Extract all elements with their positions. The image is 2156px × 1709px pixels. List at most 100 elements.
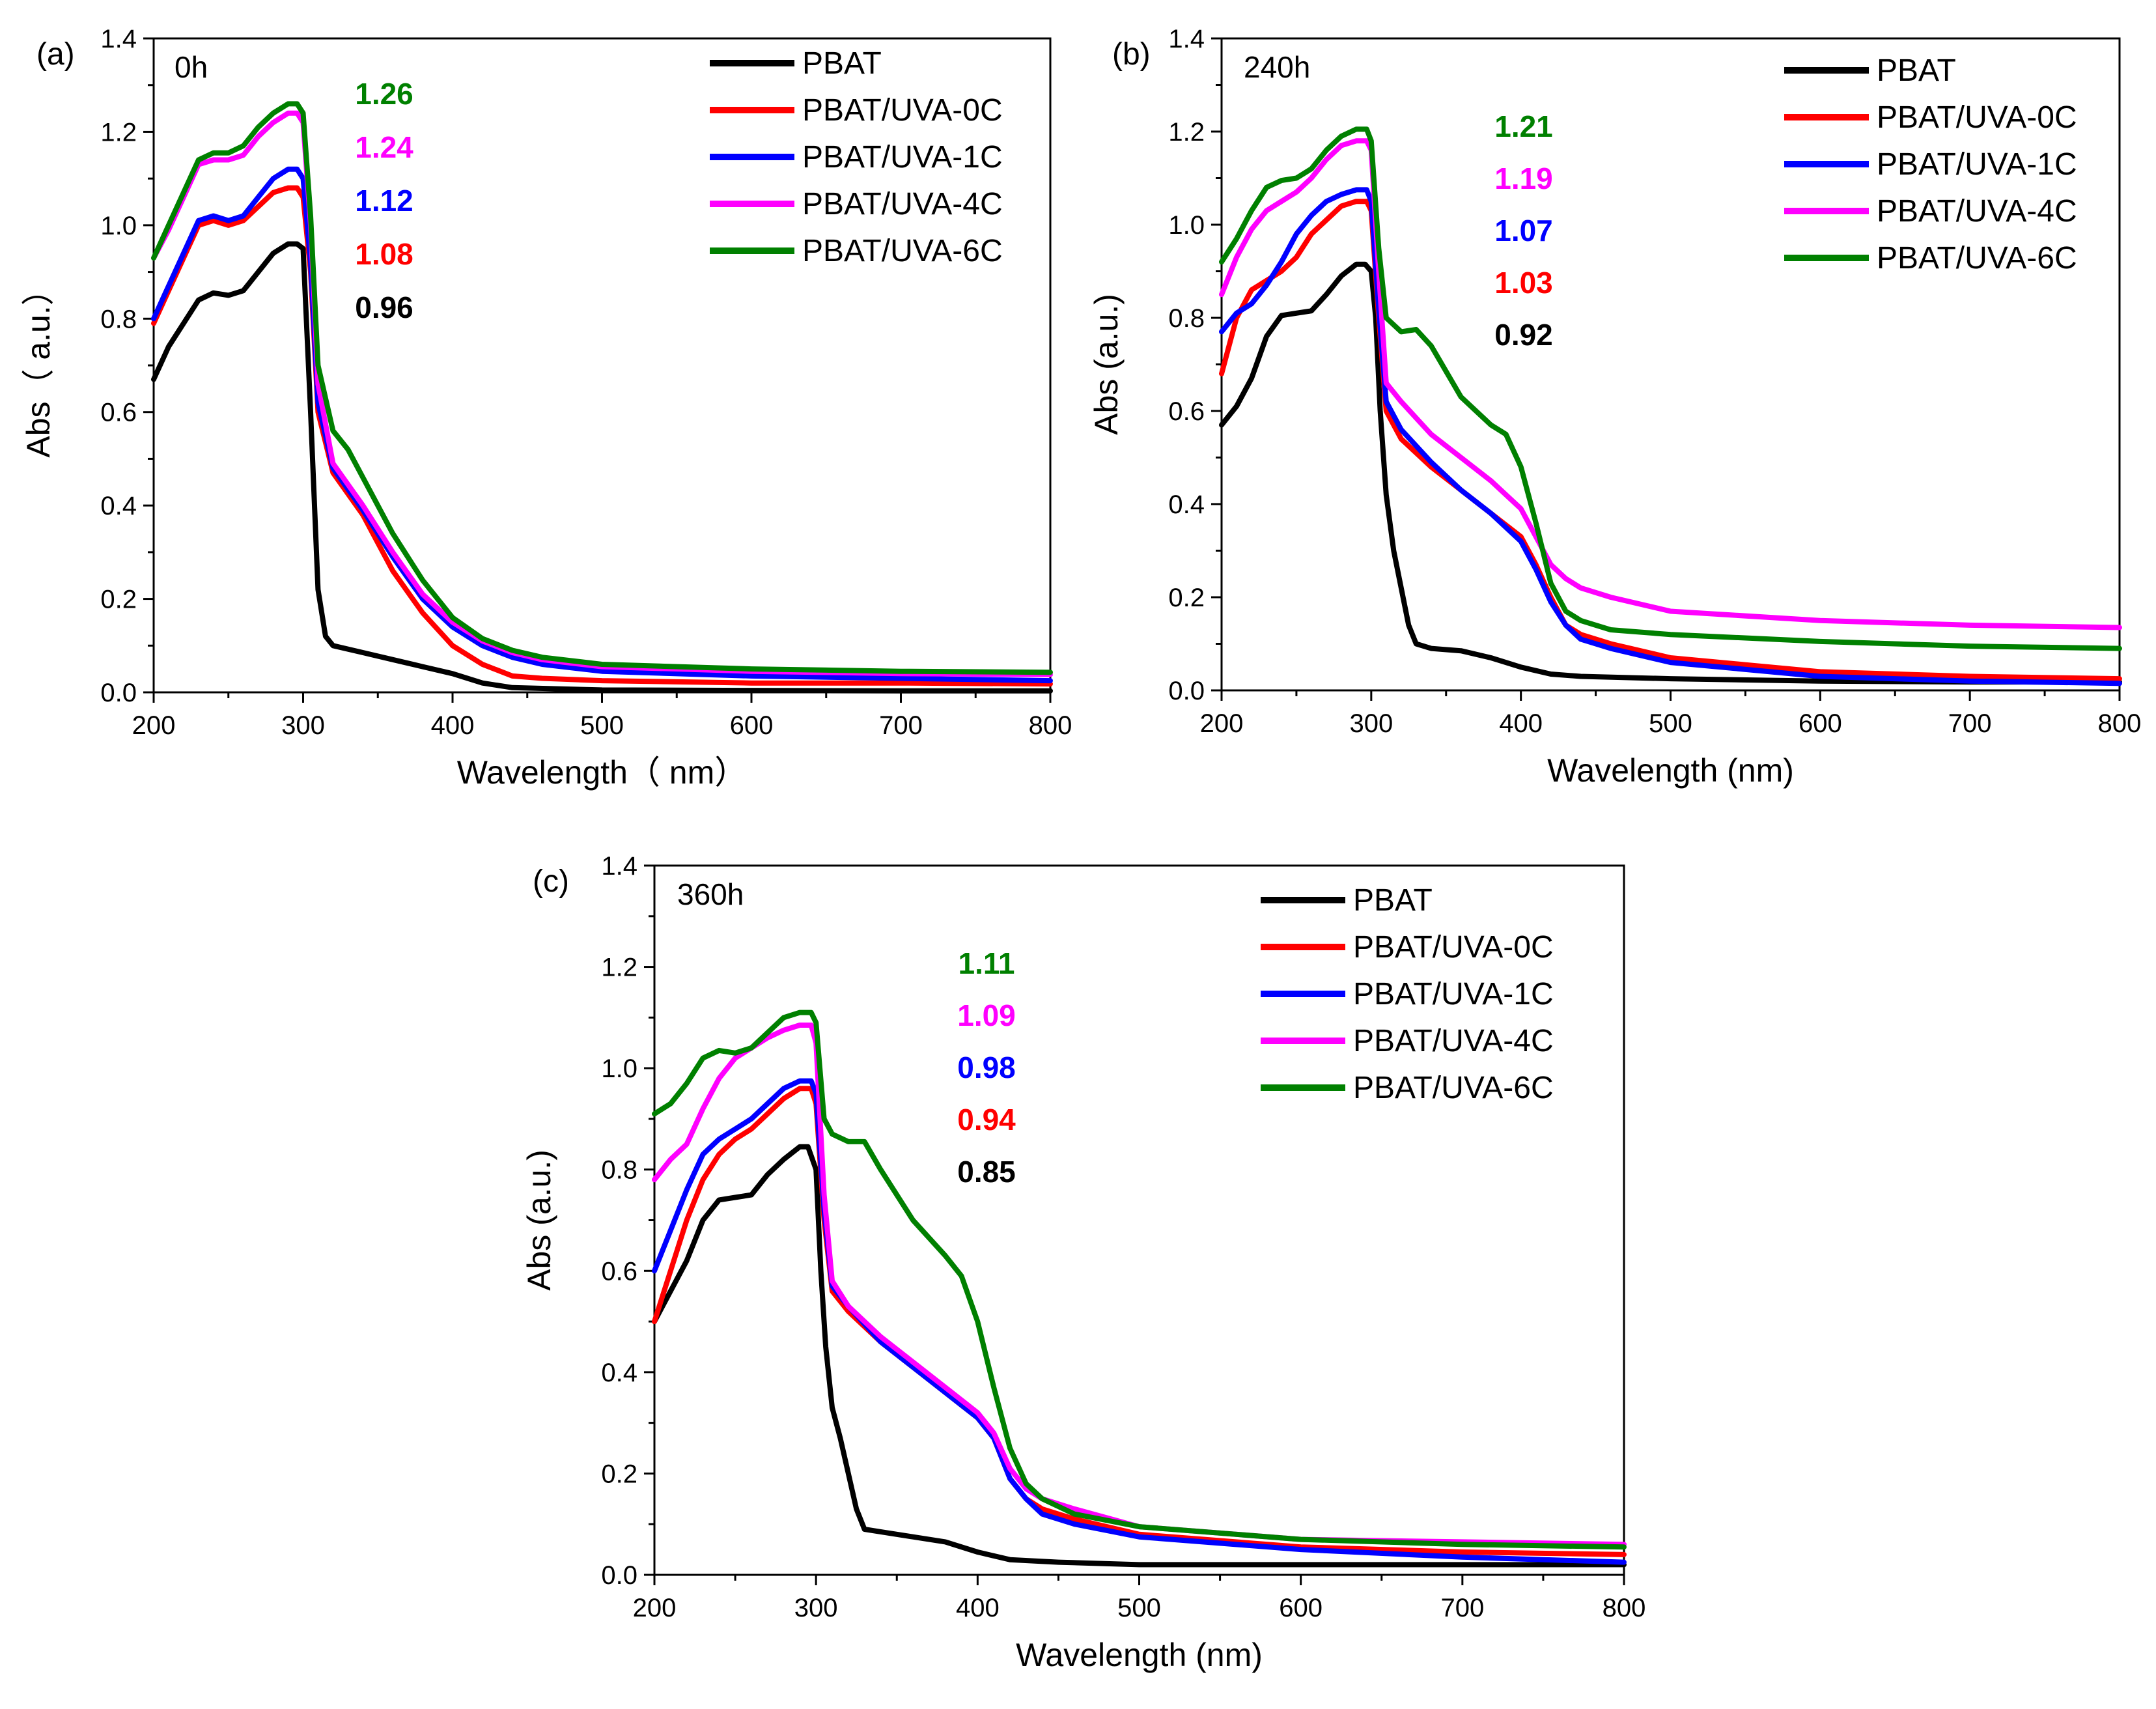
panel-2-legend-label-1: PBAT [1877, 53, 1956, 88]
panel-3-x-tick-label: 200 [633, 1594, 677, 1622]
panel-3-legend-label-2: PBAT/UVA-0C [1353, 930, 1554, 965]
panel-1-y-tick-label: 0.0 [100, 679, 137, 707]
panel-2-legend-label-5: PBAT/UVA-6C [1877, 241, 2077, 275]
panel-2-y-tick-label: 0.2 [1168, 584, 1205, 612]
panel-2-series-line-1 [1219, 261, 2122, 685]
panel-1-y-tick-label: 0.8 [100, 305, 137, 333]
panel-2-x-tick-label: 500 [1649, 709, 1692, 738]
panel-1-peak-value-2: 1.24 [355, 130, 413, 164]
panel-2-time-label: 240h [1244, 50, 1310, 84]
panel-3-panel-label: (c) [533, 864, 569, 899]
panel-3-y-tick-label: 1.2 [601, 953, 637, 982]
panel-3-y-tick-label: 1.4 [601, 852, 637, 881]
panel-1-x-tick-label: 500 [580, 711, 624, 740]
panel-2-legend-label-2: PBAT/UVA-0C [1877, 100, 2077, 135]
panel-3-x-tick-label: 700 [1440, 1594, 1484, 1622]
panel-2-legend-label-4: PBAT/UVA-4C [1877, 194, 2077, 229]
panel-3-x-tick-label: 400 [956, 1594, 1000, 1622]
panel-1-time-label: 0h [175, 50, 208, 84]
panel-3-peak-value-1: 1.11 [959, 946, 1015, 980]
panel-1-peak-value-4: 1.08 [355, 237, 413, 271]
panel-2-y-tick-label: 1.0 [1168, 211, 1205, 240]
panel-3-y-axis-title: Abs (a.u.) [521, 1150, 557, 1291]
panel-3-legend-label-1: PBAT [1353, 883, 1433, 918]
panel-2-peak-value-2: 1.19 [1494, 162, 1553, 195]
panel-2-series-line-2 [1219, 199, 2122, 682]
panel-2-peak-value-5: 0.92 [1494, 318, 1553, 352]
panel-3-x-tick-label: 800 [1603, 1594, 1646, 1622]
panel-1-series-line-1 [151, 241, 1053, 694]
panel-1-x-tick-label: 200 [132, 711, 176, 740]
panel-1-legend-label-2: PBAT/UVA-0C [802, 93, 1003, 128]
panel-3-series-line-2 [652, 1086, 1627, 1557]
panel-1-x-tick-label: 400 [431, 711, 475, 740]
panel-3-peak-value-2: 1.09 [957, 998, 1016, 1032]
panel-1-x-tick-label: 300 [281, 711, 325, 740]
panel-1-x-tick-label: 800 [1029, 711, 1072, 740]
panel-2-peak-value-4: 1.03 [1494, 266, 1553, 300]
panel-3-y-tick-label: 0.8 [601, 1156, 637, 1185]
panel-1-y-axis-title: Abs（ a.u.） [20, 273, 57, 457]
panel-2-y-tick-label: 0.8 [1168, 304, 1205, 333]
panel-1-legend-label-1: PBAT [802, 46, 882, 81]
panel-2-x-tick-label: 700 [1948, 709, 1992, 738]
panel-1-panel-label: (a) [36, 37, 75, 72]
panel-2-x-tick-label: 200 [1200, 709, 1244, 738]
panel-1-peak-value-1: 1.26 [355, 77, 413, 111]
panel-3-x-tick-label: 300 [794, 1594, 838, 1622]
panel-1-y-tick-label: 0.4 [100, 492, 137, 520]
panel-2-x-tick-label: 300 [1349, 709, 1393, 738]
panel-1-y-tick-label: 0.6 [100, 399, 137, 427]
panel-1-y-tick-label: 1.2 [100, 118, 137, 147]
panel-3-series-line-5 [652, 1010, 1627, 1550]
panel-2-plot-frame [1220, 37, 2121, 692]
panel-1-y-tick-label: 0.2 [100, 586, 137, 614]
panel-2-legend-label-3: PBAT/UVA-1C [1877, 147, 2077, 182]
panel-3-y-tick-label: 1.0 [601, 1054, 637, 1083]
panel-3-time-label: 360h [677, 877, 744, 911]
panel-3-legend-label-5: PBAT/UVA-6C [1353, 1071, 1554, 1105]
panel-3-peak-value-4: 0.94 [957, 1103, 1016, 1137]
panel-3-peak-value-3: 0.98 [957, 1051, 1016, 1084]
panel-2-x-axis-title: Wavelength (nm) [1547, 752, 1794, 789]
panel-1-peak-value-5: 0.96 [355, 290, 413, 324]
panel-2-y-tick-label: 0.4 [1168, 490, 1205, 519]
panel-3-x-tick-label: 500 [1117, 1594, 1161, 1622]
panel-1-y-tick-label: 1.0 [100, 212, 137, 240]
panel-3-y-tick-label: 0.2 [601, 1460, 637, 1488]
panel-1-x-axis-title: Wavelength（ nm） [457, 754, 748, 791]
panel-2-series-line-4 [1219, 138, 2122, 630]
panel-1-x-tick-label: 600 [730, 711, 774, 740]
panel-1-legend-label-4: PBAT/UVA-4C [802, 187, 1003, 221]
panel-1-legend-label-3: PBAT/UVA-1C [802, 140, 1003, 175]
panel-3-peak-value-5: 0.85 [957, 1155, 1016, 1189]
panel-3-y-tick-label: 0.6 [601, 1257, 637, 1286]
panel-2-series-line-3 [1219, 187, 2122, 686]
panel-2-x-tick-label: 400 [1499, 709, 1543, 738]
panel-1-peak-value-3: 1.12 [355, 184, 413, 218]
panel-3-x-tick-label: 600 [1279, 1594, 1323, 1622]
panel-3-x-axis-title: Wavelength (nm) [1016, 1637, 1263, 1673]
panel-3-series-line-3 [652, 1078, 1627, 1565]
panel-3-y-tick-label: 0.0 [601, 1561, 637, 1590]
panel-3-legend-label-3: PBAT/UVA-1C [1353, 977, 1554, 1011]
panel-1-y-tick-label: 1.4 [100, 25, 137, 53]
panel-1-legend-label-5: PBAT/UVA-6C [802, 234, 1003, 268]
panel-3-legend-label-4: PBAT/UVA-4C [1353, 1024, 1554, 1058]
panel-2-y-tick-label: 1.4 [1168, 25, 1205, 53]
panel-2-y-tick-label: 0.0 [1168, 677, 1205, 705]
panel-2-y-tick-label: 1.2 [1168, 118, 1205, 147]
panel-2-y-axis-title: Abs (a.u.) [1088, 294, 1125, 435]
panel-3-series-line-1 [652, 1144, 1627, 1568]
panel-2-panel-label: (b) [1112, 37, 1151, 72]
panel-2-series-line-5 [1219, 126, 2122, 651]
panel-1-x-tick-label: 700 [879, 711, 923, 740]
panel-2-x-tick-label: 600 [1799, 709, 1842, 738]
panel-2-peak-value-1: 1.21 [1494, 109, 1553, 143]
panel-2-x-tick-label: 800 [2098, 709, 2142, 738]
panel-2-peak-value-3: 1.07 [1494, 214, 1553, 247]
panel-1-series-line-5 [151, 101, 1053, 675]
panel-1-plot-frame [152, 37, 1052, 694]
panel-3-y-tick-label: 0.4 [601, 1359, 637, 1387]
